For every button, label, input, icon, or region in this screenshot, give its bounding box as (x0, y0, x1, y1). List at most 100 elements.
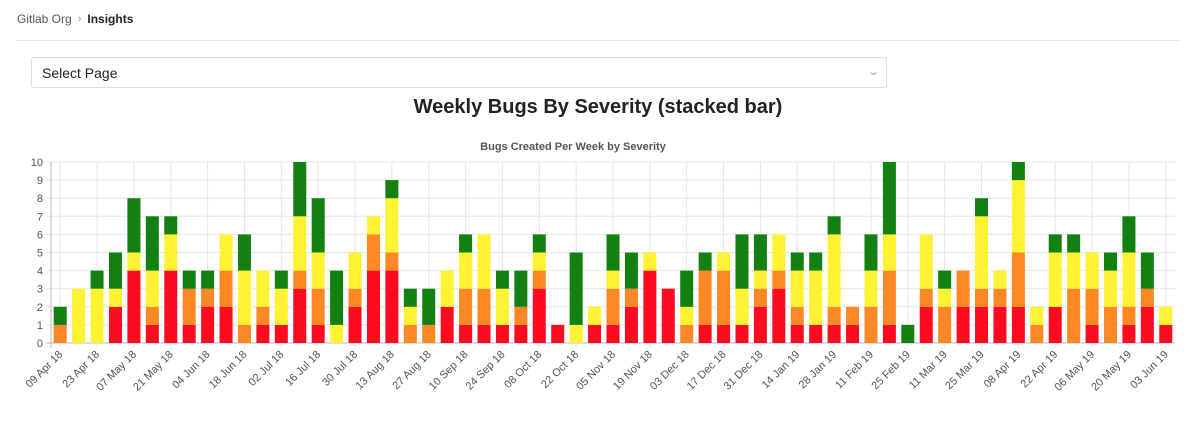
bar-segment: 12 Nov 18: 1 (624, 288, 638, 307)
bar-segment: 02 Jul 18: 1 (274, 324, 288, 343)
bar-segment: 03 Jun 19: 1 (1159, 306, 1173, 325)
bar-segment: 10 Sep 18: 2 (459, 252, 473, 289)
bar-segment: 20 May 19: 1 (1122, 324, 1136, 343)
bar-segment: 05 Nov 18: 2 (606, 288, 620, 325)
bar-segment: 04 Jun 18: 1 (201, 270, 215, 289)
bar-segment: 25 Mar 19: 4 (975, 216, 989, 289)
bar-segment: 30 Apr 18: 1 (108, 288, 122, 307)
y-tick-label: 2 (37, 302, 43, 314)
bar-segment: 28 Jan 19: 4 (827, 234, 841, 307)
bar-segment: 30 Jul 18: 1 (348, 288, 362, 307)
bar-segment: 17 Sep 18: 2 (477, 288, 491, 325)
bar-segment: 09 Jul 18: 3 (293, 162, 307, 217)
bar-segment: 11 Jun 18: 2 (219, 270, 233, 307)
bar-segment: 30 Jul 18: 2 (348, 252, 362, 289)
bar-segment: 28 May 18: 2 (182, 288, 196, 325)
bar-segment: 17 Dec 18: 1 (717, 252, 731, 271)
bar-segment: 30 Apr 18: 2 (108, 306, 122, 343)
bar-segment: 18 Mar 19: 2 (956, 270, 970, 307)
bar-segment: 10 Dec 18: 1 (698, 252, 712, 271)
bar-segment: 01 Oct 18: 2 (514, 270, 528, 307)
bar-segment: 01 Apr 19: 1 (993, 270, 1007, 289)
chevron-down-icon: ⌄ (866, 66, 880, 78)
bar-segment: 21 May 18: 1 (164, 216, 178, 235)
bar-segment: 09 Apr 18: 1 (53, 306, 67, 325)
bar-segment: 13 May 19: 2 (1104, 270, 1118, 307)
bar-segment: 29 Oct 18: 1 (588, 306, 602, 325)
bar-segment: 28 Jan 19: 1 (827, 306, 841, 325)
bar-segment: 18 Jun 18: 1 (237, 324, 251, 343)
bar-segment: 06 Aug 18: 2 (366, 234, 380, 271)
bar-segment: 23 Apr 18: 1 (90, 270, 104, 289)
page-select[interactable]: Select Page ⌄ (31, 57, 887, 88)
bar-segment: 02 Jul 18: 2 (274, 288, 288, 325)
bar-segment: 14 May 18: 3 (145, 216, 159, 271)
bar-segment: 08 Oct 18: 1 (532, 252, 546, 271)
bar-segment: 29 Oct 18: 1 (588, 324, 602, 343)
bar-segment: 04 Feb 19: 1 (846, 306, 860, 325)
bar-segment: 22 Apr 19: 1 (1048, 234, 1062, 253)
bar-segment: 04 Feb 19: 1 (846, 324, 860, 343)
bar-segment: 06 May 19: 1 (1085, 324, 1099, 343)
bar-segment: 22 Oct 18: 1 (569, 324, 583, 343)
bar-segment: 04 Jun 18: 1 (201, 288, 215, 307)
bar-segment: 25 Feb 19: 1 (901, 324, 915, 343)
bar-segment: 24 Dec 18: 3 (735, 234, 749, 289)
bar-segment: 19 Nov 18: 1 (643, 252, 657, 271)
bar-segment: 08 Apr 19: 3 (1011, 252, 1025, 307)
bar-segment: 21 Jan 19: 3 (809, 270, 823, 325)
x-tick-label: 25 Mar 19 (943, 349, 987, 393)
bar-segment: 18 Feb 19: 3 (882, 270, 896, 325)
bar-segment: 11 Feb 19: 2 (864, 270, 878, 307)
breadcrumb-gitlab-org[interactable]: Gitlab Org (17, 12, 72, 26)
bar-segment: 06 May 19: 2 (1085, 252, 1099, 289)
bar-segment: 18 Jun 18: 2 (237, 234, 251, 271)
bar-segment: 03 Dec 18: 2 (680, 270, 694, 307)
x-tick-label: 21 May 18 (131, 349, 176, 394)
bar-segment: 25 Jun 18: 2 (256, 270, 270, 307)
x-tick-label: 04 Jun 18 (170, 349, 213, 392)
bar-segment: 15 Oct 18: 1 (551, 324, 565, 343)
bar-segment: 11 Jun 18: 2 (219, 306, 233, 343)
bar-segment: 10 Sep 18: 1 (459, 324, 473, 343)
x-tick-label: 24 Sep 18 (464, 349, 508, 393)
bar-segment: 08 Oct 18: 1 (532, 234, 546, 253)
bar-segment: 20 May 19: 1 (1122, 306, 1136, 325)
bar-segment: 23 Jul 18: 3 (330, 270, 344, 325)
bar-segment: 04 Mar 19: 3 (919, 234, 933, 289)
stacked-bar-chart: Bugs Created Per Week by Severity 09 Apr… (24, 141, 1175, 394)
bar-segment: 11 Jun 18: 2 (219, 234, 233, 271)
bar-segment: 10 Sep 18: 1 (459, 234, 473, 253)
bar-segment: 06 May 19: 2 (1085, 288, 1099, 325)
bar-segment: 17 Dec 18: 1 (717, 324, 731, 343)
bar-segment: 28 Jan 19: 1 (827, 216, 841, 235)
bar-segment: 30 Apr 18: 2 (108, 252, 122, 289)
x-tick-label: 08 Apr 19 (982, 349, 1024, 391)
bar-segment: 22 Oct 18: 4 (569, 252, 583, 325)
bar-segment: 27 Aug 18: 2 (422, 288, 436, 325)
bar-segment: 14 Jan 19: 1 (790, 306, 804, 325)
bar-segment: 18 Feb 19: 2 (882, 234, 896, 271)
bar-segment: 18 Feb 19: 1 (882, 324, 896, 343)
bar-segment: 14 Jan 19: 2 (790, 270, 804, 307)
bar-segment: 21 Jan 19: 1 (809, 324, 823, 343)
bar-segment: 20 Aug 18: 1 (403, 288, 417, 307)
page-title: Weekly Bugs By Severity (stacked bar) (413, 96, 783, 118)
bar-segment: 22 Apr 19: 3 (1048, 252, 1062, 307)
bar-segment: 29 Apr 19: 3 (1067, 288, 1081, 343)
bar-segment: 01 Oct 18: 1 (514, 306, 528, 325)
bar-segment: 09 Jul 18: 3 (293, 216, 307, 271)
x-tick-label: 13 Aug 18 (353, 349, 397, 393)
bar-segment: 15 Apr 19: 1 (1030, 324, 1044, 343)
bar-segment: 25 Mar 19: 1 (975, 198, 989, 217)
bar-segment: 19 Nov 18: 4 (643, 270, 657, 343)
bar-segment: 12 Nov 18: 2 (624, 306, 638, 343)
x-tick-label: 08 Oct 18 (502, 349, 544, 391)
bar-segment: 14 May 18: 2 (145, 270, 159, 307)
bar-segment: 09 Jul 18: 3 (293, 288, 307, 343)
bar-segment: 28 Jan 19: 1 (827, 324, 841, 343)
bar-segment: 07 May 18: 4 (127, 270, 141, 343)
bar-segment: 20 May 19: 2 (1122, 216, 1136, 253)
bar-segment: 31 Dec 18: 1 (753, 270, 767, 289)
bar-segment: 05 Nov 18: 2 (606, 234, 620, 271)
